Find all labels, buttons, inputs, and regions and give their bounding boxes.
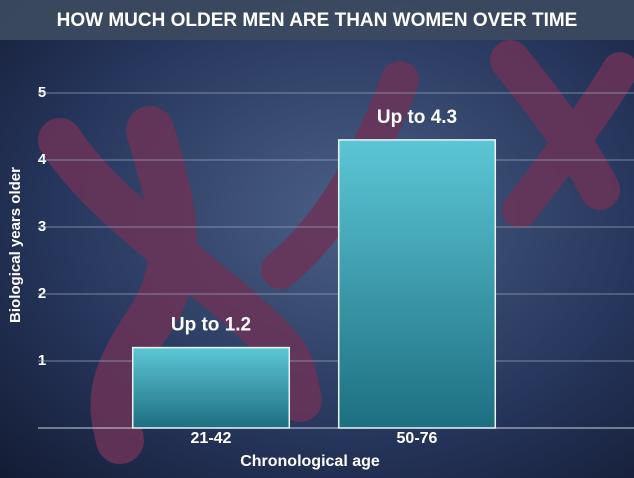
y-tick-label: 4 (38, 151, 47, 168)
y-tick-label: 2 (38, 285, 46, 302)
bar (131, 346, 291, 429)
value-label: Up to 1.2 (171, 315, 251, 336)
y-tick-label: 1 (38, 352, 46, 369)
chart-title: HOW MUCH OLDER MEN ARE THAN WOMEN OVER T… (57, 10, 578, 31)
x-tick-label: 50-76 (397, 430, 438, 447)
y-tick-label: 3 (38, 218, 46, 235)
y-axis-label: Biological years older (7, 167, 24, 323)
y-tick-label: 5 (38, 84, 46, 101)
x-tick-label: 21-42 (191, 430, 232, 447)
value-label: Up to 4.3 (377, 107, 457, 128)
bar (337, 139, 497, 429)
title-bar (0, 0, 634, 40)
x-axis-label: Chronological age (240, 453, 380, 470)
